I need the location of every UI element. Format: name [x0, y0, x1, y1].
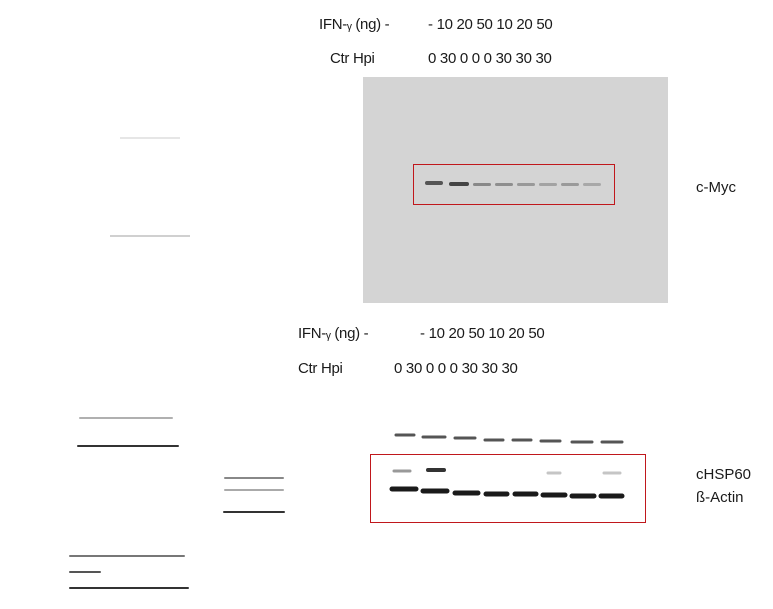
top-hpi-values: 0 30 0 0 0 30 30 30	[428, 50, 552, 67]
hsp60-actin-highlight-box	[370, 454, 646, 523]
top-hpi-label: Ctr Hpi	[330, 50, 375, 67]
chsp60-label: cHSP60	[696, 466, 752, 483]
band	[473, 183, 491, 186]
bottom-ifn-label: IFN-ᵧ (ng) -	[298, 325, 369, 342]
band	[449, 182, 469, 186]
band	[495, 183, 513, 186]
top-ifn-values: - 10 20 50 10 20 50	[428, 16, 553, 33]
beta-actin-label: ß-Actin	[696, 489, 744, 506]
top-ifn-label: IFN-ᵧ (ng) -	[319, 16, 390, 33]
c-myc-label: c-Myc	[696, 179, 736, 196]
bottom-hpi-values: 0 30 0 0 0 30 30 30	[394, 360, 518, 377]
band	[425, 181, 443, 185]
bottom-hpi-label: Ctr Hpi	[298, 360, 343, 377]
band	[517, 183, 535, 186]
bottom-ifn-values: - 10 20 50 10 20 50	[420, 325, 545, 342]
band	[561, 183, 579, 186]
c-myc-highlight-box	[413, 164, 615, 205]
band	[583, 183, 601, 186]
band	[539, 183, 557, 186]
